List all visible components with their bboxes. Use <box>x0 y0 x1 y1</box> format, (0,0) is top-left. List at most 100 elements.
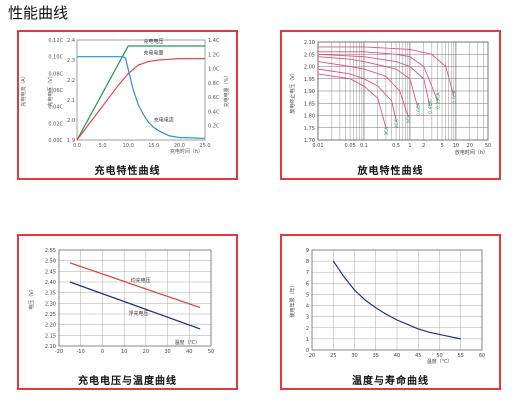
y-tick-label: 2.45 <box>45 269 56 275</box>
voltage-temperature-chart: -20 -10 0 10 20 30 40 50 2.10 2.15 2.20 2.25 2.30 2.3… <box>28 248 214 355</box>
discharge-rate-label: 0.25CA <box>436 92 442 109</box>
discharge-curve <box>317 73 387 128</box>
x-tick-label: 40 <box>186 349 192 355</box>
y-tick-label: 9 <box>306 248 309 254</box>
right-tick-label: 0.4C <box>208 109 220 115</box>
discharge-rate-label: 2CA <box>394 118 400 128</box>
y-tick-label: 8 <box>306 259 309 265</box>
y-tick-label: 2.15 <box>45 333 56 339</box>
right-tick-label: 0.2C <box>208 124 220 130</box>
y-tick-label: 3 <box>306 315 309 321</box>
x-tick-label: 10 <box>453 143 459 149</box>
discharge-rate-label: 0.1CA <box>452 90 458 104</box>
y-tick-label: 2.35 <box>45 291 56 297</box>
y-axis-label: 放电终止电压（V） <box>289 70 296 113</box>
discharge-curve <box>317 61 409 116</box>
voltage-series-line <box>69 262 201 309</box>
mid-axis-label: 充电电压（V） <box>47 73 54 106</box>
x-tick-label: 35 <box>373 353 379 359</box>
discharge-characteristic-panel: 1.70 1.75 1.80 1.85 1.90 1.95 2.00 2.05 2.10 0.01… <box>280 30 501 180</box>
x-tick-label: 60 <box>479 353 485 359</box>
life-temperature-caption: 温度与寿命曲线 <box>352 376 429 387</box>
y-tick-label: 4 <box>306 304 309 310</box>
y-tick-label: 2.25 <box>45 312 56 318</box>
y-tick-label: 7 <box>306 270 309 276</box>
x-tick-label: 0.0 <box>73 143 81 149</box>
x-tick-label: 0.1 <box>360 143 368 149</box>
plot-frame <box>311 249 483 351</box>
left-axis-label: 充电电流（A） <box>20 73 27 106</box>
y-tick-label: 2.20 <box>45 323 56 329</box>
left-tick-label: 0.06C <box>48 88 63 94</box>
x-axis-label: 温度（℃） <box>175 339 201 346</box>
y-tick-label: 2.10 <box>304 40 315 46</box>
mid-tick-label: 2.1 <box>67 98 75 104</box>
left-tick-label: 0.04C <box>48 105 63 111</box>
x-tick-label: 5.0 <box>99 143 107 149</box>
plot-frame <box>58 249 212 347</box>
charge-characteristic-caption: 充电特性曲线 <box>94 166 161 177</box>
charge-characteristic-panel: 0.00C 0.02C 0.04C 0.06C 0.08C 0.10C 0.12C 1.9 2.… <box>17 30 238 180</box>
x-axis-label: 温度（℃） <box>427 358 453 365</box>
x-tick-label: 30 <box>164 349 170 355</box>
discharge-curve <box>317 56 419 109</box>
y-tick-label: 2.05 <box>304 52 315 58</box>
right-tick-label: 0.8C <box>208 81 220 87</box>
mid-tick-label: 2.3 <box>67 58 75 64</box>
plot-frame <box>317 41 489 141</box>
x-tick-label: 25 <box>330 353 336 359</box>
series-label: 充电电量 <box>144 50 164 57</box>
x-tick-label: 1 <box>408 143 411 149</box>
series-line-right <box>76 58 205 141</box>
right-tick-label: 1.2C <box>208 52 220 58</box>
x-tick-label: 40 <box>394 353 400 359</box>
page-title: 性能曲线 <box>8 4 69 22</box>
y-tick-label: 1 <box>306 337 309 343</box>
y-tick-label: 2.40 <box>45 280 56 286</box>
x-tick-label: 2 <box>422 143 425 149</box>
left-tick-label: 0.00C <box>48 138 63 144</box>
x-tick-label: 50 <box>208 349 214 355</box>
x-tick-label: -20 <box>55 349 63 355</box>
x-tick-label: 10.0 <box>123 143 134 149</box>
right-axis-label: 充电电量（%） <box>223 73 230 108</box>
discharge-characteristic-chart: 1.70 1.75 1.80 1.85 1.90 1.95 2.00 2.05 2.10 0.01… <box>289 40 491 156</box>
charge-characteristic-chart: 0.00C 0.02C 0.04C 0.06C 0.08C 0.10C 0.12C 1.9 2.… <box>20 38 230 155</box>
discharge-curve <box>318 46 455 97</box>
y-axis-label: 使用年限（年） <box>289 282 296 317</box>
mid-tick-label: 1.9 <box>67 138 75 144</box>
y-tick-label: 2.10 <box>45 344 56 350</box>
x-tick-label: 25.0 <box>199 143 210 149</box>
x-axis-label: 充电时间（h） <box>170 148 203 155</box>
discharge-rate-label: 0.6CA <box>416 102 422 116</box>
y-tick-label: 6 <box>306 281 309 287</box>
x-tick-label: 0.05 <box>345 143 356 149</box>
x-tick-label: 50 <box>485 143 491 149</box>
voltage-series-line <box>69 281 201 330</box>
y-tick-label: 1.70 <box>304 138 315 144</box>
discharge-curve <box>318 51 439 101</box>
x-tick-label: 20 <box>143 349 149 355</box>
voltage-temperature-panel: -20 -10 0 10 20 30 40 50 2.10 2.15 2.20 2.25 2.30 2.3… <box>17 234 238 390</box>
series-line-left <box>77 56 206 139</box>
life-series-line <box>332 260 461 340</box>
left-tick-label: 0.08C <box>48 71 63 77</box>
x-tick-label: 0 <box>101 349 104 355</box>
x-tick-label: 0.01 <box>312 143 323 149</box>
series-label: 均充电压 <box>131 277 151 284</box>
series-line-mid <box>76 45 205 141</box>
y-tick-label: 1.90 <box>304 89 315 95</box>
x-tick-label: 20 <box>309 353 315 359</box>
y-tick-label: 5 <box>306 292 309 298</box>
y-tick-label: 1.80 <box>304 114 315 120</box>
series-label: 浮充电压 <box>128 310 148 317</box>
x-axis-label: 放电时间（h） <box>455 149 488 156</box>
right-tick-label: 1.4C <box>208 38 220 44</box>
x-tick-label: 45 <box>415 353 421 359</box>
y-tick-label: 1.95 <box>304 77 315 83</box>
life-temperature-panel: 20 25 30 35 40 45 50 55 60 0 1 2 3 4 5 6 7 8 9 温度（℃） 使用年限（年）… <box>280 234 501 390</box>
discharge-rate-label: 0.4CA <box>428 99 434 113</box>
y-tick-label: 2.55 <box>45 248 56 254</box>
y-tick-label: 0 <box>306 348 309 354</box>
